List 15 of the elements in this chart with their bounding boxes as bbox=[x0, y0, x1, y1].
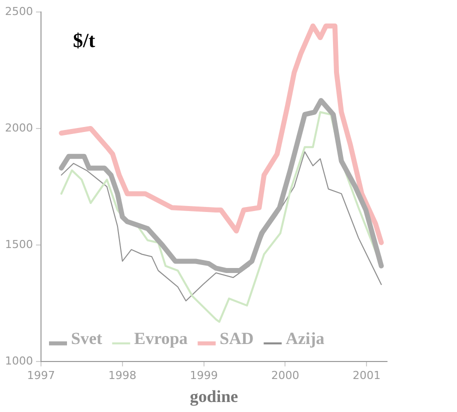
legend-label: SAD bbox=[220, 328, 254, 348]
y-axis-title: $/t bbox=[72, 30, 96, 52]
y-tick-label: 1000 bbox=[4, 354, 33, 368]
x-tick-label: 2000 bbox=[271, 368, 300, 382]
x-tick-label: 1997 bbox=[26, 368, 55, 382]
legend-label: Azija bbox=[286, 328, 325, 348]
x-axis-title: godine bbox=[190, 387, 239, 406]
x-tick-label: 1998 bbox=[108, 368, 136, 382]
legend-label: Svet bbox=[70, 328, 102, 348]
y-tick-label: 2000 bbox=[4, 121, 33, 134]
legend-label: Evropa bbox=[134, 328, 188, 348]
y-tick-label: 1500 bbox=[4, 238, 33, 251]
x-tick-label: 2001 bbox=[352, 368, 381, 382]
y-tick-label: 2500 bbox=[4, 4, 33, 18]
x-tick-label: 1999 bbox=[190, 368, 218, 382]
